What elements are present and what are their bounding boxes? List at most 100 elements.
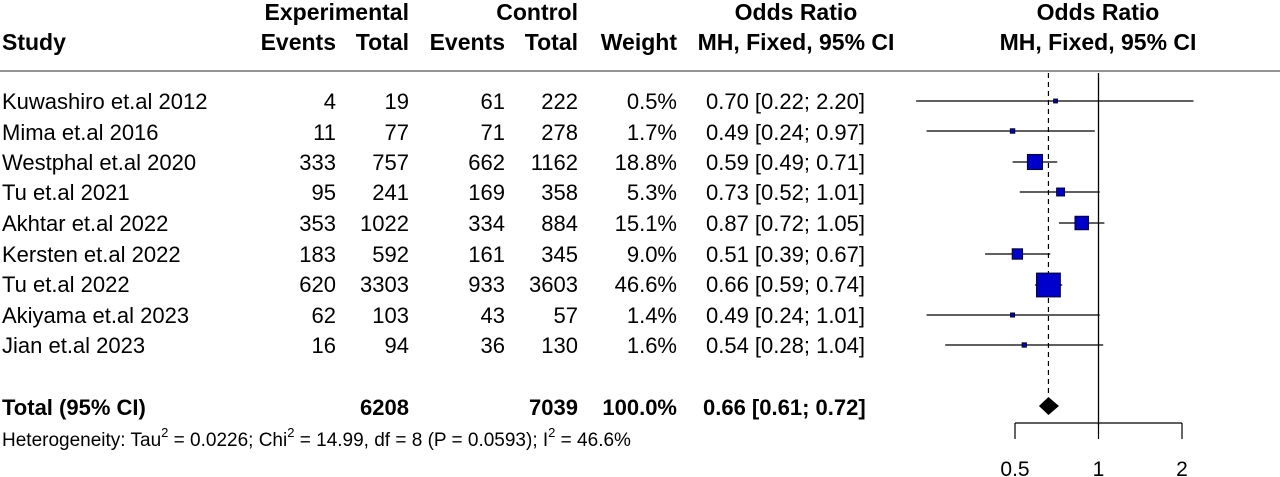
study-name: Westphal et.al 2020 bbox=[2, 150, 196, 175]
ctrl-events: 334 bbox=[468, 211, 505, 236]
exp-total: 77 bbox=[385, 120, 409, 145]
odds-ratio-ci: 0.51 [0.39; 0.67] bbox=[706, 242, 865, 267]
header-or-title: Odds Ratio bbox=[735, 0, 858, 25]
study-row: Kersten et.al 2022 183 592 161 345 9.0% … bbox=[2, 242, 865, 267]
het-sup: 2 bbox=[161, 425, 168, 440]
het-prefix: Heterogeneity: Tau bbox=[2, 430, 161, 451]
weight: 9.0% bbox=[627, 242, 677, 267]
odds-ratio-ci: 0.59 [0.49; 0.71] bbox=[706, 150, 865, 175]
weight: 1.6% bbox=[627, 333, 677, 358]
exp-events: 353 bbox=[299, 211, 336, 236]
study-name: Tu et.al 2021 bbox=[2, 180, 130, 205]
exp-events: 4 bbox=[324, 89, 336, 114]
odds-ratio-ci: 0.73 [0.52; 1.01] bbox=[706, 180, 865, 205]
odds-ratio-ci: 0.54 [0.28; 1.04] bbox=[706, 333, 865, 358]
header-study: Study bbox=[2, 29, 66, 55]
weight: 46.6% bbox=[615, 272, 677, 297]
study-name: Tu et.al 2022 bbox=[2, 272, 130, 297]
ctrl-events: 169 bbox=[468, 180, 505, 205]
ctrl-total: 358 bbox=[541, 180, 578, 205]
total-ctrl: 7039 bbox=[529, 395, 578, 420]
weight: 1.7% bbox=[627, 120, 677, 145]
exp-total: 103 bbox=[372, 303, 409, 328]
ctrl-total: 278 bbox=[541, 120, 578, 145]
ctrl-total: 3603 bbox=[529, 272, 578, 297]
plot-area: 0.5 1 2 bbox=[916, 73, 1194, 477]
study-name: Kuwashiro et.al 2012 bbox=[2, 89, 207, 114]
exp-events: 620 bbox=[299, 272, 336, 297]
weight: 18.8% bbox=[615, 150, 677, 175]
study-point-box bbox=[1036, 272, 1061, 298]
ctrl-events: 662 bbox=[468, 150, 505, 175]
het-sup: 2 bbox=[287, 425, 294, 440]
exp-events: 333 bbox=[299, 150, 336, 175]
ctrl-events: 61 bbox=[481, 89, 505, 114]
odds-ratio-ci: 0.49 [0.24; 1.01] bbox=[706, 303, 865, 328]
exp-events: 183 bbox=[299, 242, 336, 267]
total-exp: 6208 bbox=[360, 395, 409, 420]
study-point-box bbox=[1053, 98, 1058, 104]
study-name: Kersten et.al 2022 bbox=[2, 242, 181, 267]
x-tick-label: 2 bbox=[1176, 458, 1188, 477]
study-row: Akhtar et.al 2022 353 1022 334 884 15.1%… bbox=[2, 211, 865, 236]
weight: 1.4% bbox=[627, 303, 677, 328]
exp-total: 1022 bbox=[360, 211, 409, 236]
ctrl-total: 222 bbox=[541, 89, 578, 114]
study-point-box bbox=[1011, 248, 1024, 260]
exp-total: 592 bbox=[372, 242, 409, 267]
header-ctrl-total: Total bbox=[525, 29, 578, 55]
odds-ratio-ci: 0.87 [0.72; 1.05] bbox=[706, 211, 865, 236]
study-point-box bbox=[1010, 312, 1016, 318]
study-name: Akiyama et.al 2023 bbox=[2, 303, 189, 328]
study-name: Jian et.al 2023 bbox=[2, 333, 145, 358]
het-i2: = 46.6% bbox=[555, 430, 631, 451]
study-point-box bbox=[1021, 342, 1027, 348]
weight: 0.5% bbox=[627, 89, 677, 114]
ctrl-total: 345 bbox=[541, 242, 578, 267]
exp-total: 757 bbox=[372, 150, 409, 175]
study-row: Westphal et.al 2020 333 757 662 1162 18.… bbox=[2, 150, 865, 175]
het-chi2: = 14.99, df = 8 (P = 0.0593); I bbox=[294, 430, 548, 451]
x-tick-label: 1 bbox=[1093, 458, 1105, 477]
study-row: Mima et.al 2016 11 77 71 278 1.7% 0.49 [… bbox=[2, 120, 865, 145]
header-plot-method: MH, Fixed, 95% CI bbox=[1000, 29, 1197, 55]
header-experimental: Experimental bbox=[265, 0, 409, 25]
total-odds-ratio-ci: 0.66 [0.61; 0.72] bbox=[703, 395, 866, 420]
odds-ratio-ci: 0.49 [0.24; 0.97] bbox=[706, 120, 865, 145]
study-row: Kuwashiro et.al 2012 4 19 61 222 0.5% 0.… bbox=[2, 89, 865, 114]
ctrl-events: 161 bbox=[468, 242, 505, 267]
header-or-method: MH, Fixed, 95% CI bbox=[698, 29, 895, 55]
ctrl-events: 36 bbox=[481, 333, 505, 358]
header-exp-total: Total bbox=[356, 29, 409, 55]
header-weight: Weight bbox=[601, 29, 678, 55]
study-point-box bbox=[1026, 153, 1043, 171]
study-row: Tu et.al 2022 620 3303 933 3603 46.6% 0.… bbox=[2, 272, 865, 297]
total-label: Total (95% CI) bbox=[2, 395, 146, 420]
x-tick-label: 0.5 bbox=[1000, 458, 1029, 477]
het-sup: 2 bbox=[548, 425, 555, 440]
header-plot-title: Odds Ratio bbox=[1037, 0, 1160, 25]
study-point-box bbox=[1074, 215, 1089, 231]
study-point-box bbox=[1009, 128, 1016, 134]
het-tau2: = 0.0226; Chi bbox=[168, 430, 287, 451]
total-weight: 100.0% bbox=[602, 395, 677, 420]
exp-events: 95 bbox=[312, 180, 336, 205]
odds-ratio-ci: 0.66 [0.59; 0.74] bbox=[706, 272, 865, 297]
weight: 5.3% bbox=[627, 180, 677, 205]
total-row: Total (95% CI) 6208 7039 100.0% 0.66 [0.… bbox=[2, 395, 866, 420]
exp-events: 62 bbox=[312, 303, 336, 328]
study-row: Akiyama et.al 2023 62 103 43 57 1.4% 0.4… bbox=[2, 303, 865, 328]
ctrl-total: 130 bbox=[541, 333, 578, 358]
exp-events: 16 bbox=[312, 333, 336, 358]
exp-total: 19 bbox=[385, 89, 409, 114]
pooled-diamond bbox=[1038, 397, 1059, 415]
exp-total: 3303 bbox=[360, 272, 409, 297]
ctrl-total: 1162 bbox=[531, 150, 578, 175]
weight: 15.1% bbox=[615, 211, 677, 236]
ctrl-total: 57 bbox=[554, 303, 578, 328]
ctrl-events: 71 bbox=[481, 120, 505, 145]
ctrl-events: 43 bbox=[481, 303, 505, 328]
table-header: Experimental Control Odds Ratio Odds Rat… bbox=[2, 0, 1196, 55]
heterogeneity-text: Heterogeneity: Tau2 = 0.0226; Chi2 = 14.… bbox=[2, 425, 631, 451]
